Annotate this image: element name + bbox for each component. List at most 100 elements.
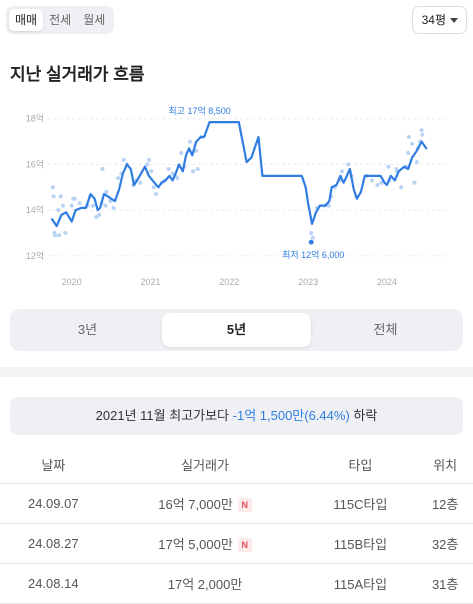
transaction-point — [406, 135, 411, 139]
price-text: 16억 7,000만 — [158, 496, 233, 512]
transaction-point — [97, 212, 102, 217]
page-title: 지난 실거래가 흐름 — [10, 65, 145, 84]
transaction-point — [166, 167, 171, 171]
y-tick-label: 16억 — [26, 158, 44, 169]
transaction-point — [386, 164, 391, 169]
transaction-point — [138, 180, 143, 185]
period-range-tabs: 3년 5년 전체 — [10, 309, 463, 351]
deal-type-segmented-control: 매매 전세 월세 — [6, 6, 115, 34]
header-price: 실거래가 — [106, 447, 304, 484]
top-bar: 매매 전세 월세 34평 — [0, 0, 473, 48]
cell-price: 16억 7,000만 N — [106, 483, 304, 524]
transaction-point — [51, 194, 56, 199]
header-floor: 위치 — [417, 447, 473, 484]
transaction-point — [103, 203, 108, 208]
transaction-point — [410, 141, 415, 146]
transaction-point — [369, 178, 374, 183]
transaction-point — [412, 180, 417, 185]
transaction-point — [195, 167, 200, 171]
section-divider — [0, 367, 473, 377]
transaction-point — [57, 233, 62, 238]
cell-floor: 31층 — [417, 563, 473, 604]
transaction-point — [77, 201, 82, 206]
transaction-point — [56, 208, 61, 213]
cell-date: 24.08.27 — [0, 523, 107, 564]
transaction-point — [406, 151, 411, 155]
price-trend-chart: 18억 16억 14억 12억 2020 2021 2022 2023 2024 최고 17억 8… — [0, 95, 473, 295]
transaction-point — [191, 169, 196, 174]
transaction-point — [414, 160, 419, 165]
x-tick-label: 2022 — [219, 277, 239, 287]
size-selector-button[interactable]: 34평 — [411, 6, 467, 34]
y-tick-label: 18억 — [26, 113, 44, 124]
x-tick-label: 2020 — [62, 277, 82, 287]
transaction-point — [175, 176, 180, 181]
table-row[interactable]: 24.08.14 17억 2,000만 115A타입 31층 — [0, 563, 473, 604]
range-tab-3y[interactable]: 3년 — [77, 322, 98, 337]
caret-down-icon — [450, 17, 458, 23]
new-badge: N — [237, 537, 252, 552]
size-selector-label: 34평 — [421, 13, 446, 27]
transaction-point — [420, 132, 425, 137]
table-row[interactable]: 24.09.07 16억 7,000만 N 115C타입 12층 — [0, 483, 473, 524]
min-price-point — [308, 239, 314, 245]
transaction-point — [90, 203, 95, 208]
transaction-point — [61, 203, 66, 208]
tab-jeonse[interactable]: 전세 — [49, 13, 72, 27]
transaction-point — [121, 157, 126, 162]
transaction-point — [100, 167, 105, 171]
x-tick-label: 2021 — [140, 277, 160, 287]
transaction-point — [379, 180, 384, 185]
cell-date: 24.08.14 — [0, 563, 107, 604]
transaction-point — [63, 231, 68, 235]
transaction-point — [146, 157, 151, 162]
transaction-point — [187, 139, 192, 144]
transaction-point — [145, 162, 150, 167]
tab-sale[interactable]: 매매 — [9, 9, 44, 31]
transaction-point — [72, 196, 77, 201]
transaction-point — [94, 215, 99, 219]
x-tick-label: 2024 — [377, 277, 397, 287]
cell-floor: 12층 — [417, 483, 473, 524]
table-header-row: 날짜 실거래가 타입 위치 — [0, 447, 473, 484]
transaction-point — [399, 185, 404, 190]
y-tick-label: 12억 — [26, 250, 44, 261]
price-text: 17억 5,000만 — [158, 536, 233, 552]
table-row[interactable]: 24.08.27 17억 5,000만 N 115B타입 32층 — [0, 523, 473, 564]
max-price-label: 최고 17억 8,500 — [168, 105, 230, 116]
transaction-point — [58, 194, 63, 199]
cell-type: 115A타입 — [303, 563, 418, 604]
cell-price: 17억 2,000만 — [106, 563, 304, 604]
cell-floor: 32층 — [417, 523, 473, 564]
header-type: 타입 — [303, 447, 418, 484]
cell-type: 115C타입 — [303, 483, 418, 524]
tab-monthly-rent[interactable]: 월세 — [83, 13, 106, 27]
transaction-point — [310, 235, 315, 240]
header-date: 날짜 — [0, 447, 107, 484]
transaction-point — [309, 231, 314, 235]
transaction-point — [419, 128, 424, 133]
transaction-point — [149, 169, 154, 174]
min-price-label: 최저 12억 6,000 — [282, 249, 344, 260]
transaction-point — [179, 151, 184, 155]
x-tick-label: 2023 — [298, 277, 318, 287]
transaction-point — [346, 162, 351, 167]
cell-date: 24.09.07 — [0, 483, 107, 524]
compare-change: -1억 1,500만(6.44%) — [232, 408, 350, 423]
range-tab-all[interactable]: 전체 — [373, 322, 398, 337]
transaction-point — [151, 185, 156, 190]
y-tick-label: 14억 — [26, 204, 44, 215]
transaction-point — [111, 205, 116, 210]
new-badge: N — [237, 497, 252, 512]
transaction-point — [154, 192, 159, 197]
transaction-point — [69, 203, 74, 208]
transaction-table: 날짜 실거래가 타입 위치 24.09.07 16억 7,000만 N 115C타… — [0, 447, 473, 604]
cell-type: 115B타입 — [303, 523, 418, 564]
transaction-point — [104, 189, 109, 194]
transaction-point — [50, 185, 55, 190]
compare-suffix: 하락 — [349, 408, 378, 423]
transaction-point — [53, 233, 58, 238]
transaction-point — [194, 148, 199, 153]
transaction-point — [116, 176, 121, 181]
range-tab-5y[interactable]: 5년 — [162, 313, 311, 347]
